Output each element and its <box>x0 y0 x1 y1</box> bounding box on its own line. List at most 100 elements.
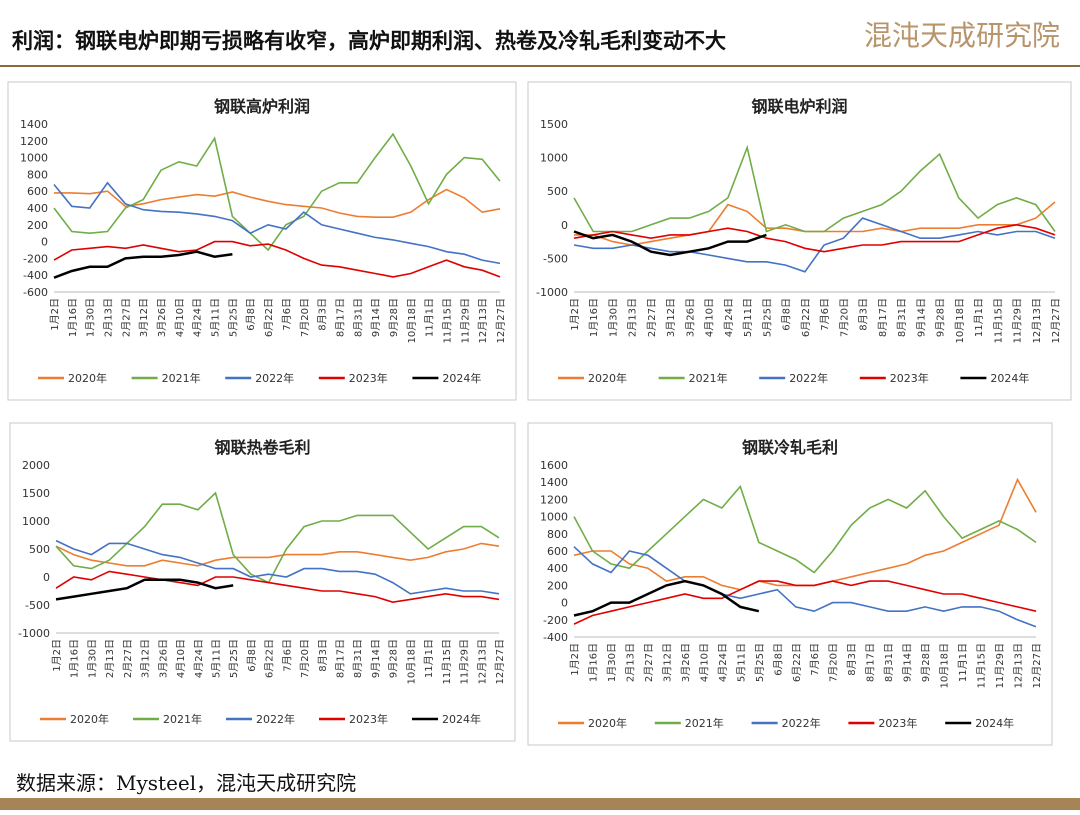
x-tick-label: 4月24日 <box>192 298 204 337</box>
x-tick-label: 1月16日 <box>67 298 79 337</box>
x-tick-label: 5月11日 <box>735 643 747 682</box>
x-tick-label: 10月18日 <box>405 639 417 684</box>
legend-label: 2022年 <box>255 371 294 385</box>
x-tick-label: 1月2日 <box>569 643 581 676</box>
series-line <box>573 580 1037 625</box>
y-tick-label: 600 <box>27 185 48 198</box>
x-tick-label: 7月20日 <box>828 643 840 682</box>
y-tick-label: 400 <box>27 202 48 215</box>
x-tick-label: 5月25日 <box>228 639 240 678</box>
x-tick-label: 3月26日 <box>157 639 169 678</box>
x-tick-label: 4月24日 <box>723 298 735 337</box>
x-tick-label: 1月30日 <box>607 298 619 337</box>
x-tick-label: 7月6日 <box>281 639 293 672</box>
slide-title: 利润：钢联电炉即期亏损略有收窄，高炉即期利润、热卷及冷轧毛利变动不大 <box>12 28 726 53</box>
x-tick-label: 7月20日 <box>299 298 311 337</box>
x-tick-label: 2月13日 <box>104 639 116 678</box>
x-tick-label: 9月14日 <box>370 298 382 337</box>
x-tick-label: 6月22日 <box>791 643 803 682</box>
x-tick-label: 1月2日 <box>51 639 63 672</box>
y-tick-label: 0 <box>41 236 48 249</box>
x-tick-label: 1月30日 <box>606 643 618 682</box>
x-tick-label: 5月11日 <box>742 298 754 337</box>
x-tick-label: 9月28日 <box>935 298 947 337</box>
x-tick-label: 8月17日 <box>334 298 346 337</box>
y-tick-label: -400 <box>23 269 48 282</box>
x-tick-label: 1月16日 <box>588 298 600 337</box>
x-tick-label: 8月3日 <box>846 643 858 676</box>
x-tick-label: 4月10日 <box>698 643 710 682</box>
series-line <box>53 181 501 265</box>
y-tick-label: 1200 <box>540 493 568 506</box>
legend-label: 2024年 <box>975 716 1014 730</box>
x-tick-label: 8月3日 <box>317 639 329 672</box>
x-tick-label: 3月12日 <box>140 639 152 678</box>
chart-panel <box>527 422 1053 746</box>
x-tick-label: 8月3日 <box>317 298 329 331</box>
legend-label: 2022年 <box>782 716 821 730</box>
x-tick-label: 11月1日 <box>423 639 435 678</box>
y-tick-label: 1600 <box>540 459 568 472</box>
x-tick-label: 10月18日 <box>939 643 951 688</box>
x-tick-label: 7月6日 <box>819 298 831 331</box>
x-tick-label: 11月29日 <box>459 639 471 684</box>
series-line <box>53 132 501 252</box>
x-tick-label: 1月30日 <box>86 639 98 678</box>
y-tick-label: 200 <box>547 579 568 592</box>
legend-label: 2021年 <box>163 712 202 726</box>
x-tick-label: 8月3日 <box>858 298 870 331</box>
x-tick-label: 5月11日 <box>210 298 222 337</box>
legend-label: 2022年 <box>256 712 295 726</box>
legend-label: 2020年 <box>70 712 109 726</box>
x-tick-label: 6月8日 <box>772 643 784 676</box>
x-tick-label: 7月20日 <box>838 298 850 337</box>
x-tick-label: 7月6日 <box>281 298 293 331</box>
series-line <box>53 250 233 279</box>
x-tick-label: 6月8日 <box>781 298 793 331</box>
series-line <box>55 539 500 595</box>
source: 数据来源：Mysteel，混沌天成研究院 <box>16 771 356 795</box>
x-tick-label: 5月25日 <box>754 643 766 682</box>
series-line <box>55 542 500 567</box>
x-tick-label: 9月28日 <box>388 639 400 678</box>
x-tick-label: 12月27日 <box>494 639 506 684</box>
footer-bar <box>0 798 1080 810</box>
y-tick-label: 1500 <box>540 118 568 131</box>
series-line <box>55 578 234 601</box>
y-tick-label: -400 <box>543 631 568 644</box>
x-tick-label: 4月10日 <box>175 639 187 678</box>
x-tick-label: 1月2日 <box>49 298 61 331</box>
x-tick-label: 8月17日 <box>865 643 877 682</box>
y-tick-label: 0 <box>561 219 568 232</box>
chart-title: 钢联高炉利润 <box>214 97 310 116</box>
legend-label: 2023年 <box>349 371 388 385</box>
legend-label: 2022年 <box>789 371 828 385</box>
x-tick-label: 12月13日 <box>476 639 488 684</box>
x-tick-label: 7月20日 <box>299 639 311 678</box>
series-line <box>573 230 767 257</box>
x-tick-label: 9月28日 <box>388 298 400 337</box>
chart-panel <box>527 81 1072 401</box>
chart-title: 钢联热卷毛利 <box>214 438 310 457</box>
x-tick-label: 5月25日 <box>227 298 239 337</box>
x-tick-label: 11月1日 <box>424 298 436 337</box>
x-tick-label: 3月12日 <box>665 298 677 337</box>
legend-label: 2021年 <box>162 371 201 385</box>
x-tick-label: 1月30日 <box>85 298 97 337</box>
x-tick-label: 3月26日 <box>684 298 696 337</box>
y-tick-label: 1400 <box>20 118 48 131</box>
y-tick-label: -500 <box>543 252 568 265</box>
x-tick-label: 3月12日 <box>138 298 150 337</box>
x-tick-label: 4月10日 <box>174 298 186 337</box>
series-line <box>573 484 1037 574</box>
x-tick-label: 6月22日 <box>800 298 812 337</box>
series-line <box>53 240 501 278</box>
y-tick-label: 2000 <box>22 459 50 472</box>
legend-label: 2023年 <box>349 712 388 726</box>
x-tick-label: 6月8日 <box>245 298 257 331</box>
y-tick-label: 1200 <box>20 135 48 148</box>
series-line <box>55 570 500 604</box>
y-tick-label: 400 <box>547 562 568 575</box>
y-tick-label: 800 <box>547 528 568 541</box>
